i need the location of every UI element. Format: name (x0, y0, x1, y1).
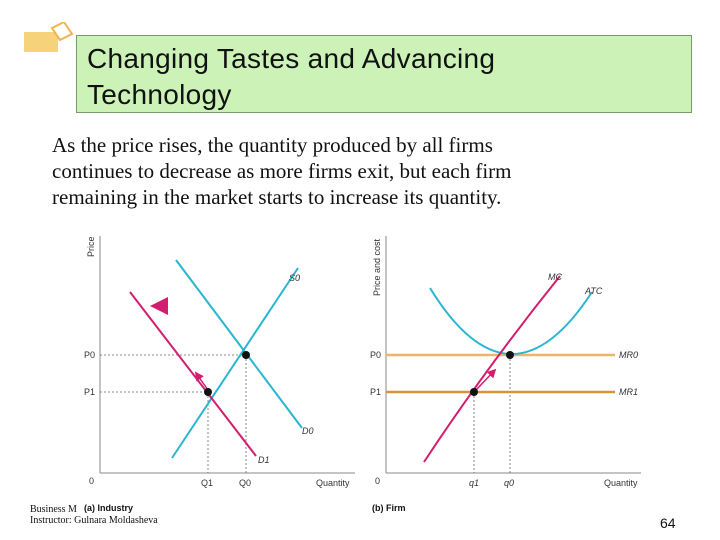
footer: Business M Instructor: Gulnara Moldashev… (30, 504, 158, 526)
page-number: 64 (660, 515, 676, 531)
industry-equilibrium-initial (242, 351, 250, 359)
firm-y-tick-p0: P0 (370, 350, 381, 360)
industry-origin-label: 0 (89, 476, 94, 486)
firm-label-mc: MC (548, 272, 562, 282)
subtitle-line-1: As the price rises, the quantity produce… (52, 133, 493, 157)
industry-equilibrium-new (204, 388, 212, 396)
industry-chart: Price Quantity 0 S0 D0 D1 P0 P1 Q1 Q0 (a… (84, 236, 355, 513)
subtitle-line-3: remaining in the market starts to increa… (52, 185, 502, 209)
industry-x-axis-label: Quantity (316, 478, 350, 488)
firm-origin-label: 0 (375, 476, 380, 486)
firm-mc-curve (423, 275, 561, 463)
industry-supply-curve-s0 (171, 267, 299, 459)
firm-label-mr1: MR1 (619, 387, 638, 397)
industry-label-d1: D1 (258, 455, 270, 465)
firm-movement-arrow (475, 368, 497, 391)
footer-line-2: Instructor: Gulnara Moldasheva (30, 515, 158, 526)
title-line-1: Changing Tastes and Advancing (87, 43, 496, 74)
industry-shift-arrow-head (150, 297, 168, 315)
firm-atc-curve (429, 287, 593, 355)
industry-y-tick-p1: P1 (84, 387, 95, 397)
corner-decoration (24, 22, 74, 52)
industry-demand-curve-d0 (175, 259, 303, 429)
corner-decoration-diamond (50, 22, 74, 42)
firm-equilibrium-initial (506, 351, 514, 359)
industry-x-tick-q0: Q0 (239, 478, 251, 488)
subtitle-line-2: continues to decrease as more firms exit… (52, 159, 512, 183)
title-line-2: Technology (87, 79, 232, 110)
industry-label-d0: D0 (302, 426, 314, 436)
firm-panel-title: (b) Firm (372, 503, 406, 513)
firm-x-axis-label: Quantity (604, 478, 638, 488)
firm-y-axis-label: Price and cost (372, 238, 382, 296)
title-box: Changing Tastes and Advancing Technology (76, 35, 692, 113)
firm-label-atc: ATC (584, 286, 603, 296)
industry-x-tick-q1: Q1 (201, 478, 213, 488)
industry-movement-arrow (194, 371, 209, 391)
firm-label-mr0: MR0 (619, 350, 638, 360)
firm-x-tick-q1: q1 (469, 478, 479, 488)
firm-y-tick-p1: P1 (370, 387, 381, 397)
firm-equilibrium-new (470, 388, 478, 396)
corner-decoration-rect (24, 32, 58, 52)
industry-y-axis-label: Price (86, 236, 96, 257)
firm-chart: Price and cost Quantity 0 MC ATC MR0 MR1… (370, 236, 641, 513)
industry-demand-curve-d1 (129, 291, 257, 457)
industry-label-s0: S0 (289, 273, 300, 283)
industry-y-tick-p0: P0 (84, 350, 95, 360)
firm-x-tick-q0: q0 (504, 478, 514, 488)
industry-panel-title: (a) Industry (84, 503, 133, 513)
footer-line-1: Business M (30, 504, 77, 515)
subtitle: As the price rises, the quantity produce… (52, 132, 692, 210)
